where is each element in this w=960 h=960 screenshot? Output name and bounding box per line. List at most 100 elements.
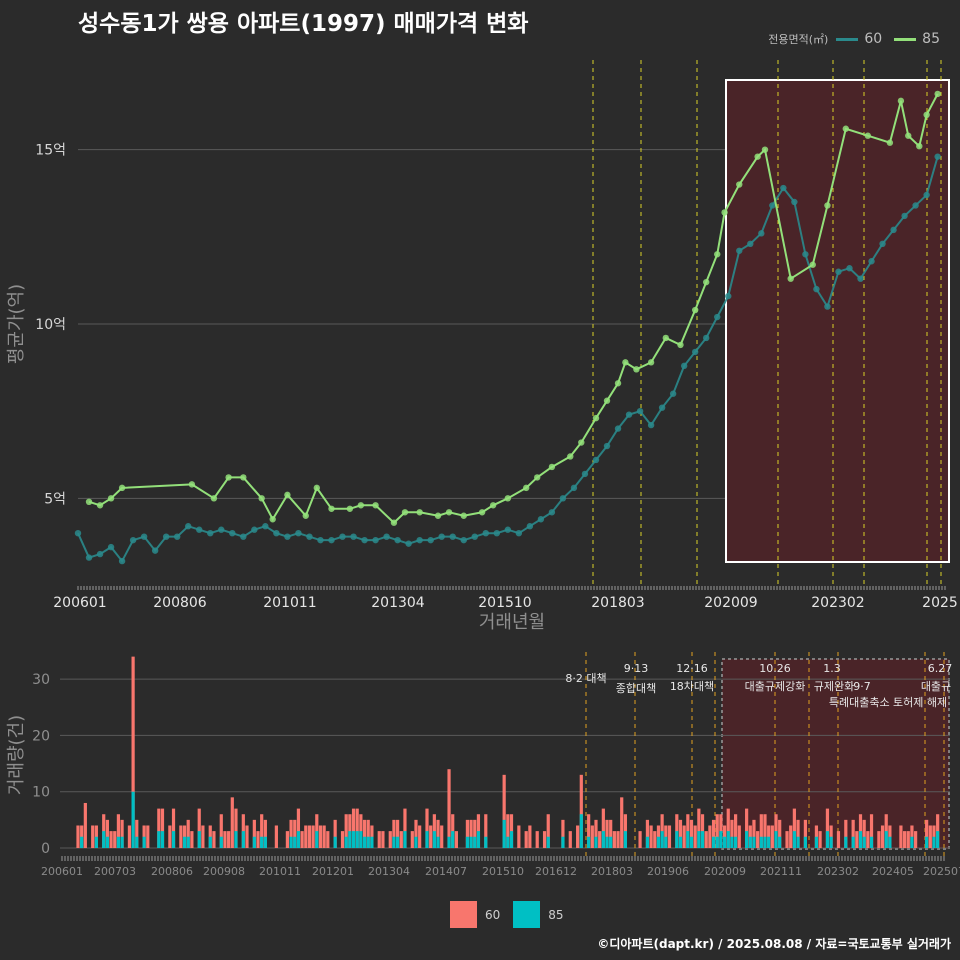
volume-bar-60 [425, 808, 429, 848]
volume-bar-60 [517, 825, 521, 848]
volume-bar-85 [171, 831, 176, 848]
data-point-85 [916, 142, 923, 150]
volume-bar-60 [844, 819, 848, 848]
y-tick-label: 5억 [44, 491, 66, 507]
data-point-60 [934, 153, 941, 160]
volume-bar-60 [252, 819, 256, 848]
data-point-85 [761, 146, 769, 153]
volume-bar-85 [333, 836, 337, 848]
volume-bar-60 [524, 831, 528, 848]
data-point-60 [151, 547, 159, 554]
volume-bar-85 [579, 814, 583, 848]
volume-bar-85 [719, 831, 723, 848]
volume-bar-60 [436, 819, 440, 848]
data-point-60 [868, 258, 875, 265]
volume-bar-85 [396, 836, 400, 848]
volume-bar-60 [285, 831, 290, 848]
volume-bar-60 [307, 825, 312, 848]
volume-bar-85 [910, 836, 914, 848]
volume-bar-85 [348, 831, 352, 848]
data-point-60 [879, 240, 886, 248]
data-point-60 [350, 533, 357, 540]
volume-bar-85 [660, 831, 664, 848]
volume-bar-85 [362, 836, 367, 848]
volume-bar-85 [778, 836, 782, 848]
volume-bar-85 [678, 836, 683, 848]
policy-annotation: 18차대책 [670, 680, 714, 693]
volume-bar-60 [528, 825, 532, 848]
volume-bar-85 [932, 836, 936, 848]
data-point-60 [405, 540, 412, 547]
data-point-60 [416, 536, 423, 544]
volume-x-tick-label: 202302 [817, 865, 859, 878]
data-point-60 [570, 484, 578, 492]
volume-bar-60 [219, 814, 223, 848]
volume-bar-85 [105, 836, 109, 848]
volume-bar-85 [370, 836, 374, 848]
volume-y-tick-label: 0 [41, 841, 50, 857]
volume-bar-85 [726, 831, 730, 848]
volume-bar-85 [414, 836, 418, 848]
volume-bar-85 [355, 831, 359, 848]
volume-bar-85 [94, 836, 98, 848]
volume-bar-60 [322, 825, 326, 848]
data-point-60 [625, 411, 633, 418]
volume-bar-85 [767, 836, 771, 848]
volume-bar-85 [561, 836, 565, 848]
volume-bar-85 [829, 836, 833, 848]
volume-bar-85 [296, 831, 301, 848]
volume-bar-85 [587, 836, 591, 848]
volume-bar-85 [675, 831, 679, 848]
volume-x-tick-label: 200806 [151, 865, 193, 878]
volume-bar-60 [311, 825, 315, 848]
x-tick-label: 200601 [53, 595, 106, 611]
volume-bar-60 [414, 819, 418, 848]
volume-bar-85 [182, 836, 187, 848]
volume-bar-85 [315, 831, 319, 848]
data-point-60 [791, 198, 798, 206]
volume-bar-60 [730, 819, 734, 848]
volume-bar-60 [318, 825, 323, 848]
data-point-60 [438, 533, 445, 540]
legend-bottom: 60 85 [450, 901, 577, 928]
data-point-60 [74, 529, 82, 537]
volume-x-tick-label: 201011 [259, 865, 301, 878]
data-point-85 [302, 512, 309, 519]
volume-bar-60 [855, 831, 859, 848]
volume-bar-85 [157, 831, 161, 848]
volume-bar-60 [836, 831, 841, 848]
volume-bar-60 [212, 831, 216, 848]
volume-bar-60 [745, 808, 749, 848]
data-point-60 [901, 212, 908, 220]
volume-bar-60 [293, 819, 297, 848]
volume-bar-60 [726, 808, 730, 848]
volume-bar-60 [469, 819, 473, 848]
data-point-85 [736, 181, 743, 188]
volume-bar-60 [190, 831, 194, 848]
volume-bar-85 [689, 836, 694, 848]
volume-bar-60 [862, 819, 866, 848]
policy-annotation: 대출규제강화 [745, 680, 806, 693]
legend-top-title: 전용면적(㎡) [768, 33, 829, 46]
volume-bar-60 [576, 825, 580, 848]
y-axis-title: 평균가(억) [6, 284, 27, 364]
data-point-85 [787, 275, 794, 282]
volume-bar-85 [142, 836, 146, 848]
volume-bar-60 [693, 825, 697, 848]
volume-bar-85 [469, 836, 473, 848]
volume-bar-85 [197, 831, 201, 848]
data-point-85 [633, 366, 640, 373]
data-point-85 [886, 139, 894, 146]
volume-bar-60 [590, 825, 594, 848]
data-point-60 [471, 533, 478, 540]
volume-bar-85 [476, 831, 481, 848]
volume-bar-60 [381, 831, 385, 848]
data-point-85 [897, 97, 905, 105]
data-point-60 [824, 303, 831, 310]
data-point-85 [614, 380, 622, 387]
data-point-60 [218, 526, 225, 533]
policy-annotation: 9·13 [624, 662, 649, 675]
volume-bar-60 [131, 656, 135, 848]
volume-bar-60 [473, 819, 477, 848]
